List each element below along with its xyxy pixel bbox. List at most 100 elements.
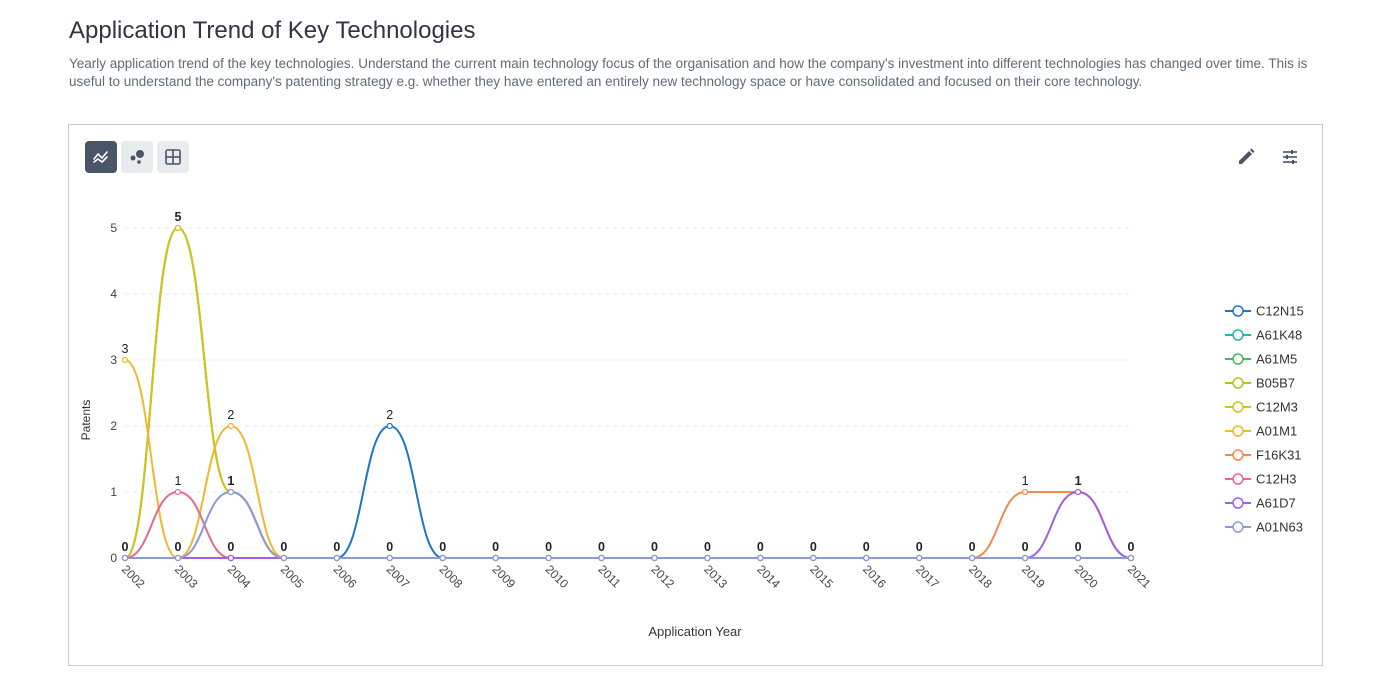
- legend-label: A61K48: [1256, 328, 1302, 343]
- data-label: 0: [333, 540, 340, 554]
- data-point-a61d7: [228, 556, 233, 561]
- data-point-a01n63: [705, 556, 710, 561]
- x-tick-label: 2019: [1019, 562, 1048, 591]
- data-label: 0: [704, 540, 711, 554]
- data-point-a01n63: [334, 556, 339, 561]
- data-label: 2: [386, 408, 393, 422]
- legend-item-a01m1[interactable]: A01M1: [1225, 424, 1297, 439]
- legend-label: C12H3: [1256, 472, 1296, 487]
- x-tick-label: 2007: [384, 562, 413, 591]
- series-line-c12m3: [125, 228, 1131, 558]
- data-label: 0: [1022, 540, 1029, 554]
- data-label: 0: [598, 540, 605, 554]
- data-label: 2: [227, 408, 234, 422]
- data-point-c12h3: [175, 490, 180, 495]
- data-label: 1: [1022, 474, 1029, 488]
- page-title: Application Trend of Key Technologies: [69, 17, 476, 45]
- x-tick-label: 2018: [966, 562, 995, 591]
- data-label: 0: [386, 540, 393, 554]
- y-tick-label: 2: [110, 419, 117, 433]
- data-point-a01n63: [1129, 556, 1134, 561]
- legend-marker: [1233, 522, 1243, 532]
- x-tick-label: 2013: [701, 562, 730, 591]
- x-tick-label: 2020: [1072, 562, 1101, 591]
- series-line-c12n15: [125, 426, 1131, 558]
- data-point-f16k31: [1023, 490, 1028, 495]
- data-label: 0: [439, 540, 446, 554]
- series-line-c12h3: [125, 492, 1131, 558]
- legend-marker: [1233, 354, 1243, 364]
- legend-item-a61m5[interactable]: A61M5: [1225, 352, 1297, 367]
- data-label: 0: [227, 540, 234, 554]
- data-label: 5: [174, 210, 181, 224]
- x-tick-label: 2005: [278, 562, 307, 591]
- data-point-a01n63: [387, 556, 392, 561]
- data-label: 1: [227, 474, 234, 488]
- data-point-a01n63: [123, 556, 128, 561]
- data-point-a01n63: [970, 556, 975, 561]
- legend-marker: [1233, 474, 1243, 484]
- data-point-a01n63: [917, 556, 922, 561]
- page-description: Yearly application trend of the key tech…: [69, 55, 1309, 91]
- data-label: 3: [122, 342, 129, 356]
- data-label: 0: [757, 540, 764, 554]
- legend-item-f16k31[interactable]: F16K31: [1225, 448, 1302, 463]
- data-point-c12m3: [175, 226, 180, 231]
- data-point-a01n63: [1076, 556, 1081, 561]
- legend-label: B05B7: [1256, 376, 1295, 391]
- data-label: 0: [1128, 540, 1135, 554]
- legend-marker: [1233, 378, 1243, 388]
- legend-label: A61D7: [1256, 496, 1296, 511]
- series-line-a01m1: [125, 360, 1131, 558]
- data-point-a01n63: [546, 556, 551, 561]
- data-point-a01n63: [811, 556, 816, 561]
- legend-label: C12N15: [1256, 304, 1304, 319]
- legend-label: F16K31: [1256, 448, 1302, 463]
- legend-item-a61k48[interactable]: A61K48: [1225, 328, 1302, 343]
- x-tick-label: 2008: [437, 562, 466, 591]
- data-label: 0: [545, 540, 552, 554]
- data-point-a01m1: [228, 424, 233, 429]
- data-point-a01n63: [440, 556, 445, 561]
- legend-item-c12h3[interactable]: C12H3: [1225, 472, 1296, 487]
- data-point-a01n63: [599, 556, 604, 561]
- chart-card: 0123452002200320042005200620072008200920…: [68, 124, 1323, 666]
- x-tick-label: 2002: [119, 562, 148, 591]
- data-point-a61d7: [1076, 490, 1081, 495]
- legend-marker: [1233, 450, 1243, 460]
- series-line-a01n63: [125, 492, 1131, 558]
- data-point-a01n63: [228, 490, 233, 495]
- data-point-a01n63: [1023, 556, 1028, 561]
- data-label: 0: [174, 540, 181, 554]
- data-label: 0: [492, 540, 499, 554]
- y-tick-label: 3: [110, 353, 117, 367]
- data-label: 0: [1075, 540, 1082, 554]
- legend-item-c12m3[interactable]: C12M3: [1225, 400, 1298, 415]
- legend-marker: [1233, 330, 1243, 340]
- y-axis-title: Patents: [79, 400, 93, 441]
- line-chart: 0123452002200320042005200620072008200920…: [69, 125, 1322, 665]
- legend-item-c12n15[interactable]: C12N15: [1225, 304, 1304, 319]
- data-label: 0: [810, 540, 817, 554]
- x-axis-title: Application Year: [648, 624, 742, 639]
- series-line-f16k31: [125, 492, 1131, 558]
- x-tick-label: 2021: [1125, 562, 1154, 591]
- legend-label: A61M5: [1256, 352, 1297, 367]
- y-tick-label: 4: [110, 287, 117, 301]
- y-tick-label: 5: [110, 221, 117, 235]
- data-point-a01n63: [281, 556, 286, 561]
- legend-marker: [1233, 402, 1243, 412]
- data-point-a01n63: [175, 556, 180, 561]
- legend-item-a01n63[interactable]: A01N63: [1225, 520, 1303, 535]
- legend-item-b05b7[interactable]: B05B7: [1225, 376, 1295, 391]
- legend-item-a61d7[interactable]: A61D7: [1225, 496, 1296, 511]
- series-line-a61m5: [125, 228, 1131, 558]
- x-tick-label: 2006: [331, 562, 360, 591]
- series-line-b05b7: [125, 228, 1131, 558]
- data-label: 0: [863, 540, 870, 554]
- y-tick-label: 0: [110, 551, 117, 565]
- data-point-a01n63: [652, 556, 657, 561]
- data-label: 0: [280, 540, 287, 554]
- data-point-a01n63: [758, 556, 763, 561]
- data-label: 0: [122, 540, 129, 554]
